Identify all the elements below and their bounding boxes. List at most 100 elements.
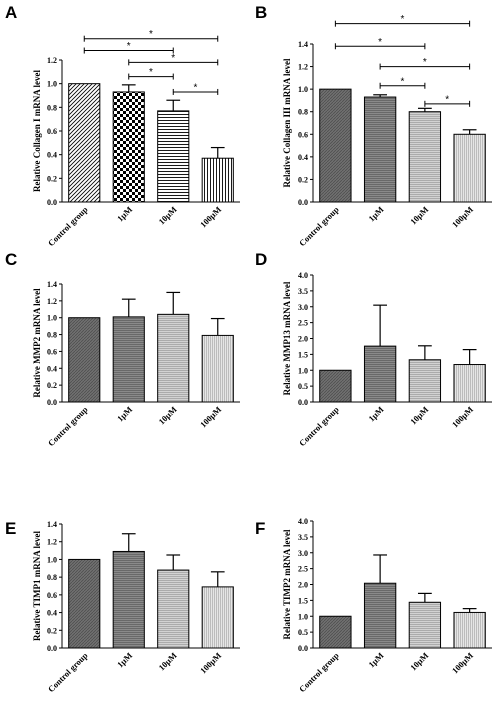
y-axis-label: Relative MMP2 mRNA level [32,288,42,398]
panel-letter: E [5,519,16,538]
category-label: 100μM [198,204,223,229]
y-tick-label: 0.4 [47,151,57,160]
bar-2 [363,96,397,203]
significance-bracket: * [128,53,219,66]
significance-star: * [171,53,175,64]
bar-4 [453,364,486,403]
y-tick-label: 0.0 [47,398,57,407]
bar-1 [68,83,101,203]
category-label: 100μM [450,204,475,229]
y-axis-label: Relative TIMP1 mRNA level [32,530,42,641]
category-label: 10μM [157,404,179,426]
y-axis-label: Relative MMP13 mRNA level [282,281,292,395]
y-tick-label: 0.4 [47,609,57,618]
category-label: Control group [46,404,90,448]
y-tick-label: 3.0 [298,303,308,312]
panel-letter: C [5,250,17,269]
bar-3 [408,111,442,203]
significance-star: * [401,76,405,87]
panel-c: C 0.0 0.2 0.4 0.6 0.8 1.0 1.2 1.4 Relative MMP2 m… [5,250,240,448]
category-label: Control group [46,650,90,694]
y-tick-label: 1.2 [47,538,57,547]
y-tick-label: 0.8 [47,103,57,112]
significance-bracket: * [334,37,426,50]
bar-1 [68,317,101,403]
category-label: 10μM [408,204,430,226]
category-label: 100μM [198,404,223,429]
y-tick-label: 0.5 [298,628,308,637]
panel-a: A 0.0 0.2 0.4 0.6 0.8 1.0 1.2 Relative Collagen … [5,3,240,248]
category-label: Control group [297,404,341,448]
y-tick-label: 1.4 [47,280,57,289]
y-tick-label: 0.0 [298,644,308,653]
category-label: 1μM [366,204,385,223]
bar-2 [363,345,397,403]
category-label: 10μM [408,404,430,426]
significance-star: * [401,14,405,25]
y-tick-label: 0.2 [47,174,57,183]
y-tick-label: 1.0 [298,85,308,94]
bar-4 [453,611,486,649]
y-tick-label: 1.2 [47,56,57,65]
significance-bracket: * [379,57,471,70]
y-tick-label: 0.6 [298,130,308,139]
category-label: 10μM [408,650,430,672]
bar-2 [112,550,145,649]
category-label: 1μM [366,404,385,423]
y-tick-label: 0.0 [47,644,57,653]
bar-3 [157,110,190,203]
category-label: Control group [297,650,341,694]
panel-f: F 0.0 0.5 1.0 1.5 2.0 2.5 3.0 3.5 4.0 Relative TIM… [255,517,492,694]
category-label: 100μM [450,650,475,675]
significance-star: * [149,29,153,40]
category-label: 10μM [157,204,179,226]
y-tick-label: 0.6 [47,347,57,356]
category-label: Control group [46,204,90,248]
y-tick-label: 2.5 [298,565,308,574]
y-tick-label: 1.5 [298,350,308,359]
y-tick-label: 1.0 [47,80,57,89]
y-axis-label: Relative TIMP2 mRNA level [282,529,292,640]
significance-star: * [149,67,153,78]
bar-2 [112,316,145,403]
y-tick-label: 0.2 [298,175,308,184]
y-tick-label: 1.0 [47,314,57,323]
significance-star: * [194,82,198,93]
y-tick-label: 0.4 [298,153,308,162]
y-tick-label: 3.5 [298,287,308,296]
y-tick-label: 1.0 [298,612,308,621]
bar-2 [363,582,397,649]
bar-4 [453,133,486,203]
category-label: 1μM [366,650,385,669]
y-tick-label: 2.5 [298,319,308,328]
panel-letter: F [255,519,265,538]
significance-bracket: * [334,14,471,27]
category-label: 100μM [198,650,223,675]
y-tick-label: 0.8 [298,108,308,117]
significance-star: * [378,37,382,48]
panel-e: E 0.0 0.2 0.4 0.6 0.8 1.0 1.2 1.4 Relative TIMP1 … [5,519,240,694]
y-tick-label: 1.4 [298,40,308,49]
y-tick-label: 0.8 [47,573,57,582]
y-tick-label: 1.0 [298,366,308,375]
significance-bracket: * [379,76,426,89]
bar-1 [319,615,352,649]
y-tick-label: 0.6 [47,591,57,600]
y-tick-label: 1.2 [47,297,57,306]
panel-d: D 0.0 0.5 1.0 1.5 2.0 2.5 3.0 3.5 4.0 Relative MMP… [255,250,492,448]
y-tick-label: 0.5 [298,382,308,391]
bar-3 [157,313,190,403]
category-label: 10μM [157,650,179,672]
significance-star: * [445,94,449,105]
significance-bracket: * [424,94,471,107]
bar-1 [319,88,352,203]
category-label: 1μM [115,404,134,423]
category-label: 1μM [115,650,134,669]
y-tick-label: 4.0 [298,271,308,280]
bar-3 [157,569,190,649]
category-label: Control group [297,204,341,248]
significance-bracket: * [128,67,174,80]
y-tick-label: 1.5 [298,596,308,605]
y-tick-label: 1.0 [47,555,57,564]
bar-3 [408,601,442,649]
